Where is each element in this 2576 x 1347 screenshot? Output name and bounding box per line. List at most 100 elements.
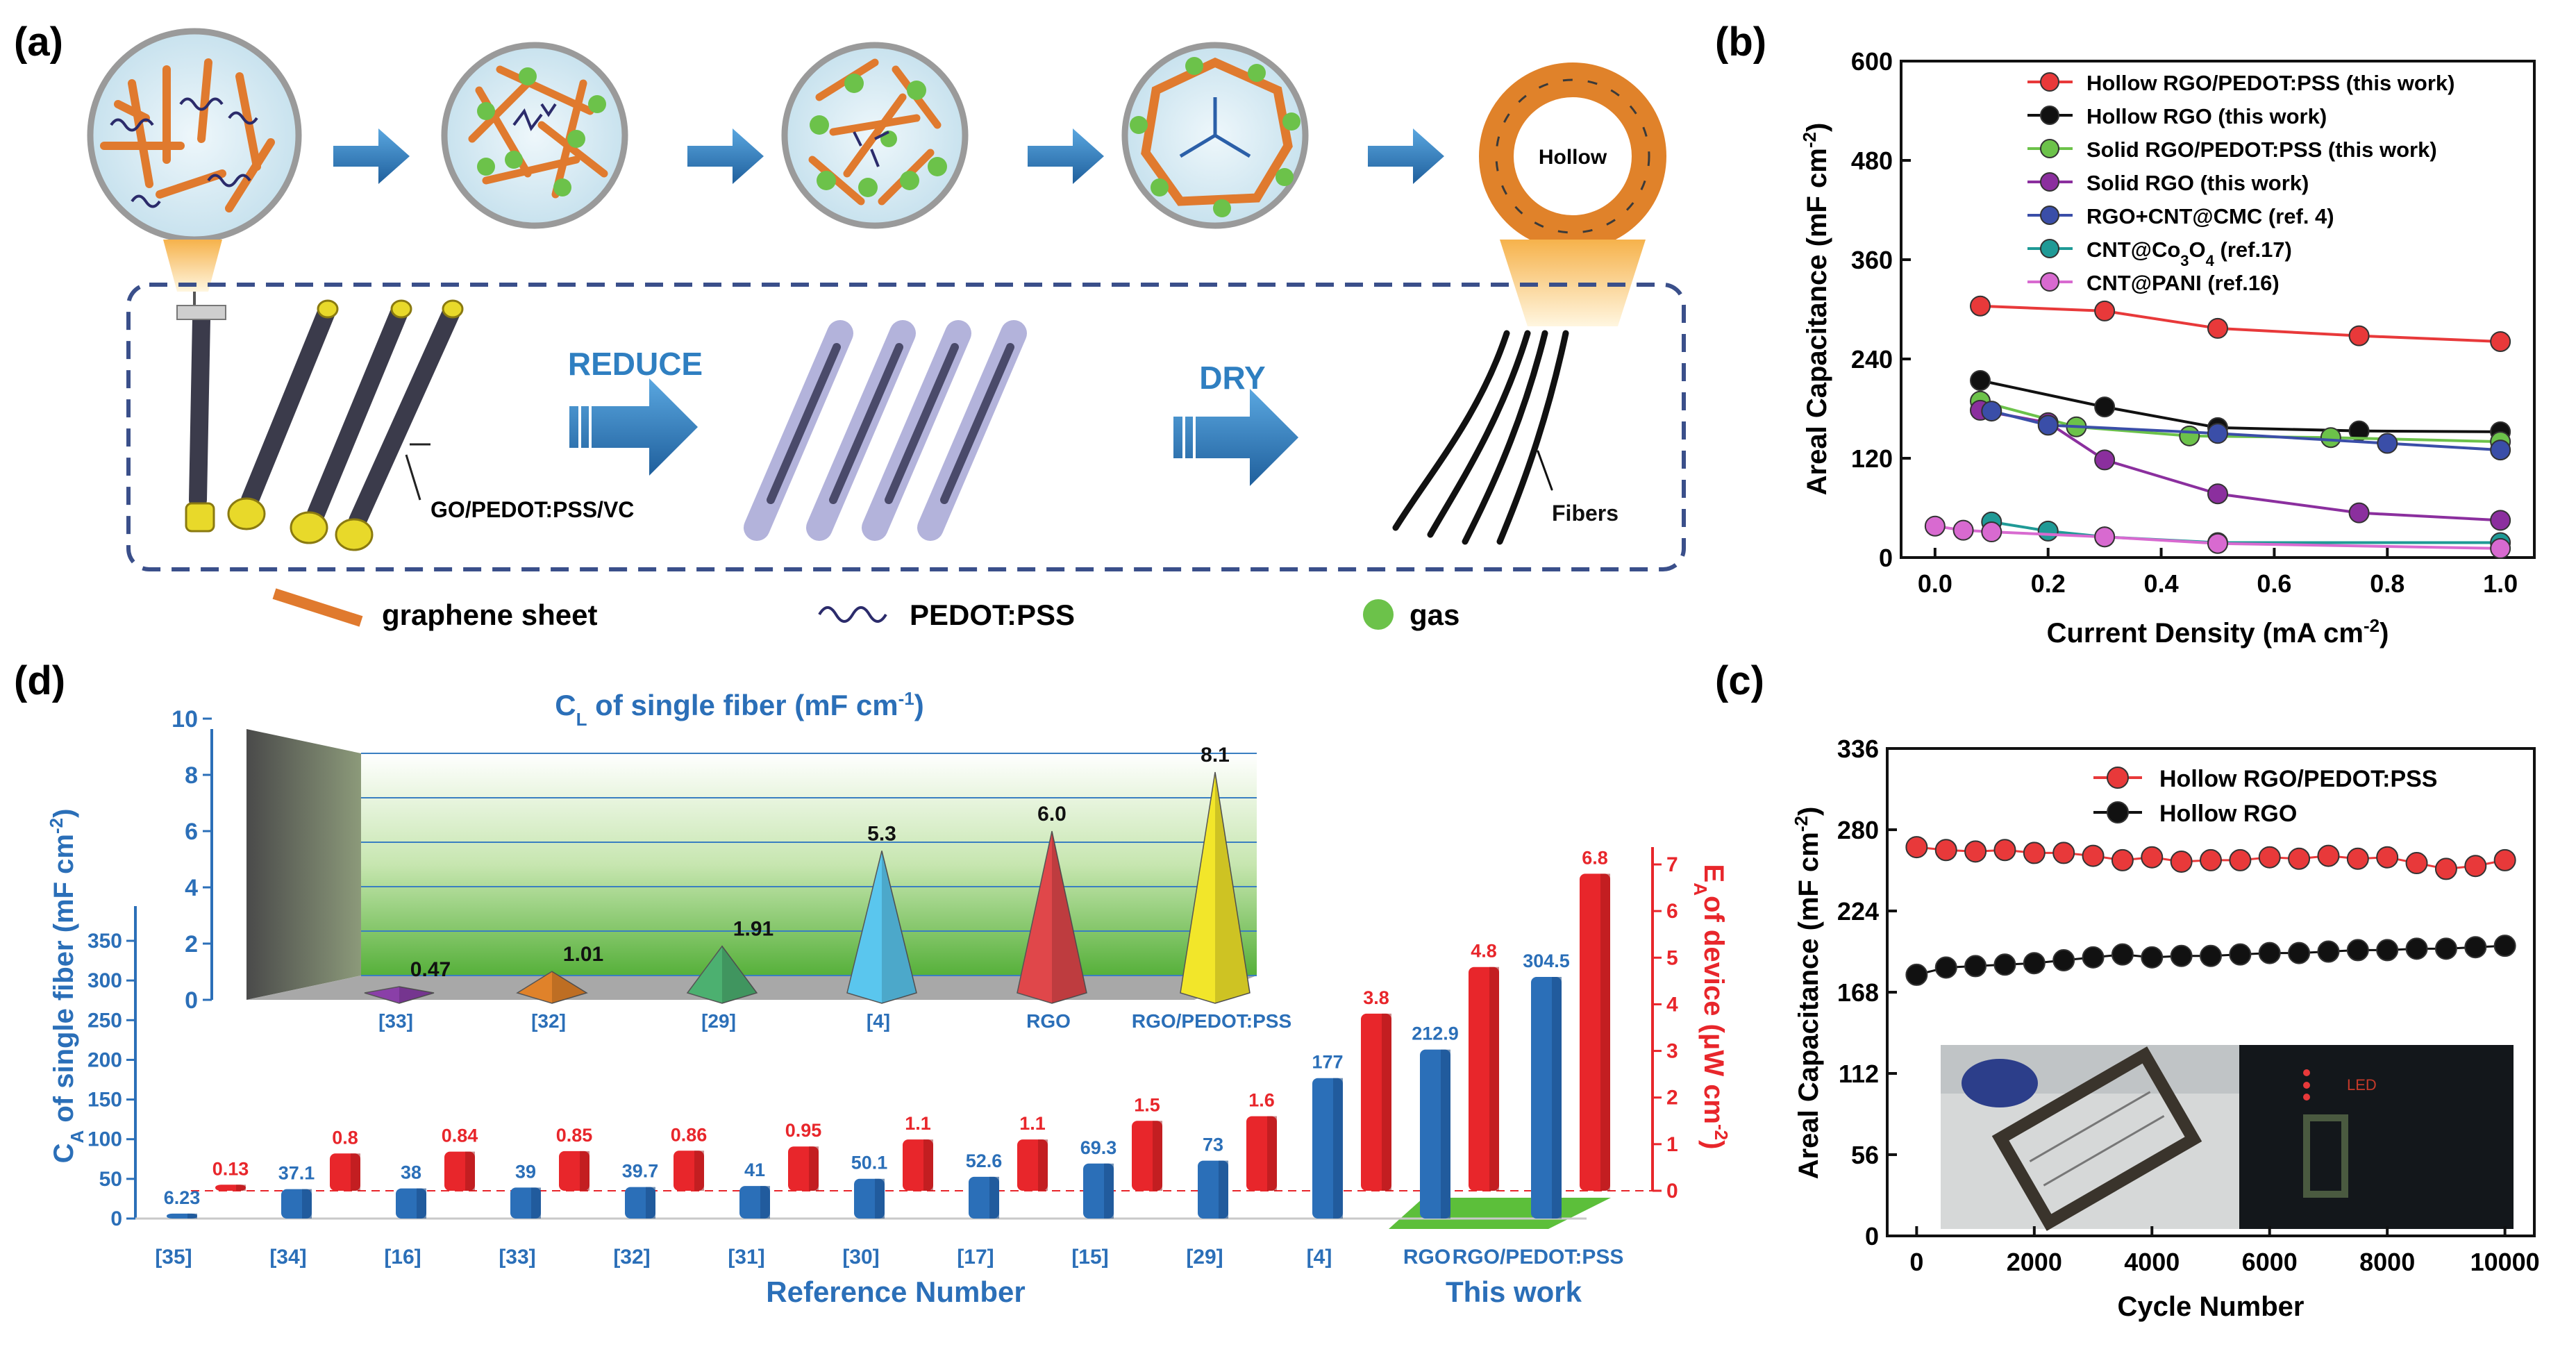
dried-fibers: Fibers — [1392, 330, 1619, 545]
b-legend-marker — [2040, 239, 2059, 258]
chart-c-ylabel: Areal Capacitance (mF cm-2) — [1791, 807, 1824, 1180]
hollow-fiber-cross-section: Hollow — [1479, 62, 1666, 326]
c-data-point — [2493, 935, 2516, 957]
panel-label-c: (c) — [1715, 658, 1764, 703]
d-bar-ca-shade — [646, 1187, 655, 1219]
d-bar-ca-label: 177 — [1312, 1052, 1343, 1073]
c-data-point — [2317, 844, 2340, 867]
c-data-point — [2405, 852, 2428, 875]
b-data-point — [2094, 396, 2116, 418]
c-data-point — [1934, 839, 1957, 862]
d-inset-cone — [1017, 830, 1087, 1004]
c-data-point — [1993, 839, 2016, 862]
b-legend-label: Solid RGO/PEDOT:PSS (this work) — [2086, 137, 2437, 162]
d-xtick-label: RGO — [1403, 1246, 1450, 1269]
b-ytick-label: 480 — [1851, 147, 1893, 175]
c-data-point — [2023, 842, 2046, 864]
b-ytick-label: 120 — [1851, 444, 1893, 473]
d-right-ytick-label: 7 — [1666, 853, 1678, 876]
b-data-point — [2207, 483, 2228, 505]
reduce-label: REDUCE — [568, 346, 703, 382]
d-inset-ytick-label: 8 — [185, 762, 198, 789]
b-data-point — [2094, 449, 2116, 471]
d-inset-ytick-label: 2 — [185, 931, 198, 957]
c-data-point — [1905, 963, 1928, 986]
d-bar-ca-shade — [302, 1189, 312, 1219]
b-data-point — [1952, 519, 1974, 541]
c-data-point — [2170, 944, 2193, 967]
d-bar-ea-label: 0.86 — [671, 1124, 708, 1145]
d-bar-ea-label: 1.1 — [905, 1113, 931, 1134]
c-ytick-label: 224 — [1837, 897, 1879, 926]
d-bar-ea-label: 0.84 — [442, 1126, 478, 1146]
chart-c-xlabel: Cycle Number — [2118, 1291, 2305, 1322]
d-inset-category-label: [4] — [867, 1010, 890, 1032]
d-bar-ea-shade — [1267, 1116, 1277, 1191]
d-xtick-label: [35] — [155, 1246, 192, 1269]
fibers-label: Fibers — [1552, 501, 1619, 526]
d-xtick-label: [33] — [499, 1246, 535, 1269]
d-bar-ea-label: 0.95 — [785, 1120, 822, 1141]
d-right-ytick-label: 0 — [1666, 1180, 1678, 1203]
d-inset-cone — [686, 945, 758, 1004]
b-data-point — [2179, 425, 2200, 446]
b-legend-label: CNT@PANI (ref.16) — [2086, 271, 2280, 295]
d-inset-category-label: [29] — [701, 1010, 736, 1032]
c-legend-label: Hollow RGO — [2159, 801, 2297, 827]
d-bar-ca-shade — [187, 1213, 197, 1219]
c-data-point — [2052, 949, 2075, 972]
d-inset-value-label: 1.01 — [563, 943, 603, 966]
b-data-point — [2320, 427, 2341, 449]
d-xtick-label: [32] — [613, 1246, 650, 1269]
c-data-point — [2082, 946, 2105, 969]
d-inset-cone-shade — [882, 851, 917, 1003]
b-xtick-label: 0.0 — [1918, 569, 1952, 598]
d-bar-ca-shade — [1552, 977, 1562, 1219]
b-legend-marker — [2040, 172, 2059, 192]
c-data-point — [2082, 844, 2105, 867]
d-left-ytick-label: 0 — [110, 1207, 122, 1230]
c-data-point — [2434, 937, 2457, 960]
b-legend-marker — [2040, 72, 2059, 92]
d-inset-value-label: 5.3 — [867, 822, 896, 845]
b-data-point — [1970, 295, 1991, 317]
d-bar-ea-label: 6.8 — [1582, 847, 1608, 868]
process-arrows — [333, 128, 1444, 184]
b-xtick-label: 0.2 — [2031, 569, 2066, 598]
c-data-point — [2317, 940, 2340, 963]
b-data-point — [1981, 521, 2002, 543]
b-xtick-label: 1.0 — [2483, 569, 2518, 598]
c-xtick-label: 0 — [1909, 1248, 1923, 1276]
panel-c-chart: (c) LED 0 56 112 168 224 280 336 0 2000 4000 6000… — [1715, 658, 2540, 1322]
c-xtick-label: 6000 — [2242, 1248, 2298, 1276]
d-bar-ea-shade — [580, 1151, 589, 1191]
c-legend-label: Hollow RGO/PEDOT:PSS — [2159, 766, 2437, 792]
b-xtick-label: 0.8 — [2370, 569, 2404, 598]
step-circle-4 — [1121, 42, 1309, 229]
d-bar-ca-label: 39 — [515, 1161, 536, 1182]
d-left-ytick-label: 150 — [87, 1089, 122, 1112]
b-legend-label: Solid RGO (this work) — [2086, 171, 2309, 195]
d-xtick-label: [30] — [842, 1246, 879, 1269]
d-bar-ea-shade — [1038, 1139, 1048, 1191]
b-legend-label: Hollow RGO (this work) — [2086, 104, 2327, 128]
b-data-point — [2377, 433, 2398, 454]
d-bar-ca-label: 6.23 — [164, 1187, 201, 1208]
d-xtick-label: [4] — [1307, 1246, 1332, 1269]
c-data-point — [2229, 848, 2252, 871]
b-data-point — [2037, 520, 2059, 542]
d-inset-category-label: [33] — [378, 1010, 413, 1032]
c-xtick-label: 10000 — [2470, 1248, 2540, 1276]
d-right-ytick-label: 2 — [1666, 1087, 1678, 1110]
d-xtick-label: [31] — [728, 1246, 764, 1269]
inset-side-wall — [246, 729, 361, 1000]
precursor-label: GO/PEDOT:PSS/VC — [430, 497, 634, 522]
d-bar-ca-label: 37.1 — [278, 1163, 315, 1184]
c-ytick-label: 112 — [1839, 1060, 1879, 1088]
chart-d-left-ylabel: CA of single fiber (mF cm-2) — [46, 809, 87, 1164]
d-inset-cone-shade — [552, 971, 587, 1003]
c-data-point — [2141, 846, 2164, 869]
d-bar-ea-shade — [351, 1153, 360, 1191]
c-data-point — [2493, 848, 2516, 871]
c-data-point — [2141, 946, 2164, 969]
